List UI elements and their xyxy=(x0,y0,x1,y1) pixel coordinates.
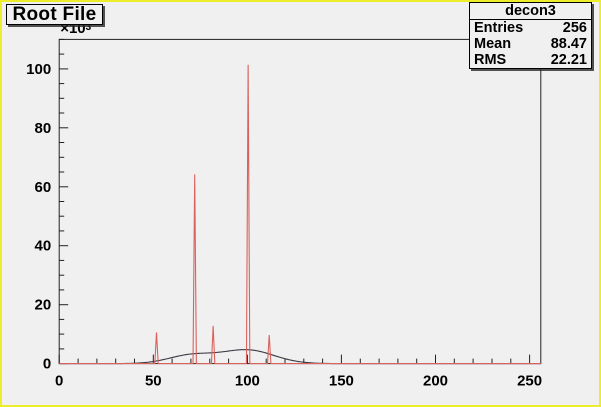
svg-text:80: 80 xyxy=(35,120,52,137)
svg-text:0: 0 xyxy=(43,356,51,373)
svg-text:60: 60 xyxy=(35,179,52,196)
svg-text:40: 40 xyxy=(35,238,52,255)
svg-text:250: 250 xyxy=(517,373,542,390)
svg-text:150: 150 xyxy=(329,373,354,390)
svg-text:50: 50 xyxy=(145,373,162,390)
svg-text:100: 100 xyxy=(235,373,260,390)
svg-text:0: 0 xyxy=(55,373,63,390)
svg-text:100: 100 xyxy=(26,61,51,78)
svg-text:20: 20 xyxy=(35,297,52,314)
svg-text:200: 200 xyxy=(423,373,448,390)
